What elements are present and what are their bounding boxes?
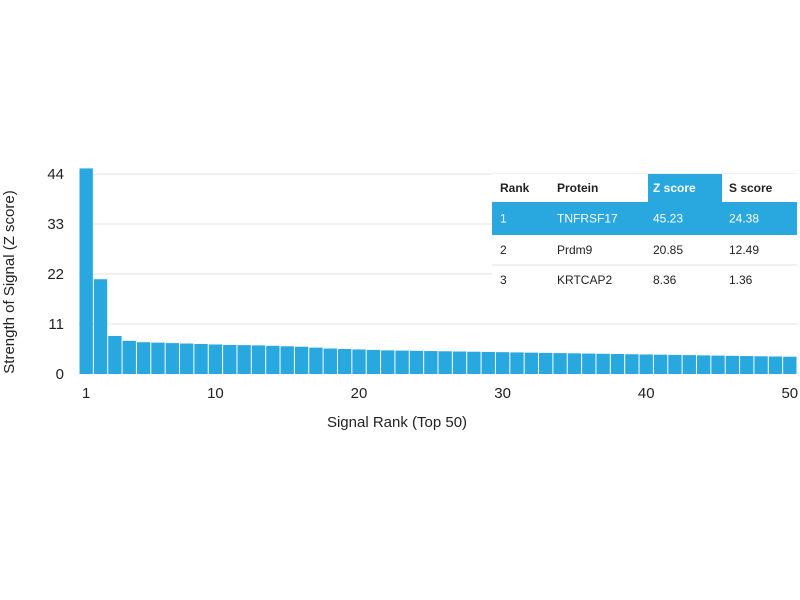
table-rank-header: Rank — [500, 181, 530, 195]
bar-rank-1 — [79, 168, 93, 374]
table-protein-header: Protein — [557, 181, 598, 195]
bar-rank-46 — [725, 355, 740, 374]
bar-rank-3 — [108, 336, 122, 374]
table-rank-cell: 2 — [500, 243, 507, 257]
z-score-header-highlight — [648, 174, 722, 202]
table-z-score-header: Z score — [653, 181, 696, 195]
top-row-highlight — [492, 202, 797, 235]
protein-score-table: Rank Protein Z score S score 1 TNFRSF17 45.23 2… — [492, 174, 797, 295]
x-tick-label: 1 — [82, 385, 90, 402]
bar-rank-49 — [768, 356, 783, 374]
bar-rank-10 — [208, 344, 223, 374]
table-rank-cell: 3 — [500, 273, 507, 287]
bar-rank-24 — [409, 350, 424, 374]
bars — [79, 168, 797, 374]
bar-rank-14 — [266, 345, 280, 374]
bar-rank-27 — [452, 351, 467, 374]
table-rank-cell: 1 — [500, 212, 507, 226]
bar-rank-43 — [682, 355, 696, 374]
x-tick-label: 30 — [494, 385, 511, 402]
bar-rank-36 — [582, 353, 596, 374]
bar-rank-9 — [194, 344, 208, 374]
bar-rank-19 — [337, 349, 352, 374]
table-z-score-cell: 20.85 — [653, 243, 683, 257]
y-tick-label: 44 — [47, 166, 64, 183]
bar-rank-28 — [467, 351, 481, 374]
bar-rank-39 — [625, 354, 639, 374]
x-tick-label: 50 — [781, 385, 798, 402]
table-protein-cell: TNFRSF17 — [557, 212, 618, 226]
bar-rank-11 — [223, 344, 237, 374]
bar-rank-5 — [136, 342, 151, 374]
bar-rank-6 — [151, 342, 165, 374]
bar-rank-18 — [323, 348, 337, 374]
bar-rank-20 — [352, 349, 366, 374]
bar-rank-41 — [653, 354, 668, 374]
bar-rank-17 — [309, 347, 323, 374]
bar-rank-30 — [495, 352, 510, 374]
bar-rank-4 — [122, 340, 136, 374]
y-tick-labels: 0 11 22 33 44 — [47, 166, 64, 383]
y-axis-label: Strength of Signal (Z score) — [1, 190, 18, 373]
bar-rank-33 — [539, 352, 553, 374]
bar-rank-35 — [567, 353, 582, 374]
bar-rank-47 — [740, 356, 754, 374]
x-tick-label: 40 — [638, 385, 655, 402]
y-tick-label: 22 — [47, 266, 64, 283]
table-s-score-cell: 24.38 — [729, 212, 759, 226]
table-s-score-cell: 1.36 — [729, 273, 753, 287]
table-z-score-cell: 8.36 — [653, 273, 677, 287]
bar-rank-50 — [783, 356, 797, 374]
y-tick-label: 0 — [56, 366, 64, 383]
bar-rank-40 — [639, 354, 653, 374]
bar-rank-25 — [424, 351, 438, 374]
bar-rank-8 — [180, 343, 194, 374]
bar-rank-31 — [510, 352, 524, 374]
x-tick-label: 20 — [351, 385, 368, 402]
table-s-score-cell: 12.49 — [729, 243, 759, 257]
table-protein-cell: Prdm9 — [557, 243, 593, 257]
bar-rank-2 — [93, 279, 108, 374]
bar-rank-7 — [165, 343, 180, 374]
bar-rank-38 — [610, 354, 625, 374]
x-tick-label: 10 — [207, 385, 224, 402]
bar-rank-45 — [711, 355, 725, 374]
bar-rank-16 — [294, 346, 309, 374]
y-tick-label: 11 — [48, 316, 64, 333]
bar-rank-48 — [754, 356, 768, 374]
bar-rank-21 — [366, 349, 381, 374]
bar-rank-23 — [395, 350, 409, 374]
table-z-score-cell: 45.23 — [653, 212, 683, 226]
x-axis-label: Signal Rank (Top 50) — [327, 414, 467, 431]
bar-rank-44 — [696, 355, 711, 374]
y-tick-label: 33 — [47, 216, 64, 233]
x-tick-labels: 1 10 20 30 40 50 — [82, 385, 798, 402]
bar-rank-22 — [381, 350, 395, 374]
bar-rank-15 — [280, 346, 294, 374]
bar-rank-26 — [438, 351, 452, 374]
bar-rank-32 — [524, 352, 539, 374]
bar-rank-42 — [668, 354, 682, 374]
bar-rank-29 — [481, 351, 495, 374]
bar-rank-37 — [596, 353, 610, 374]
table-protein-cell: KRTCAP2 — [557, 273, 612, 287]
table-s-score-header: S score — [729, 181, 773, 195]
bar-rank-13 — [251, 345, 266, 374]
bar-rank-34 — [553, 353, 567, 374]
bar-rank-12 — [237, 345, 251, 374]
